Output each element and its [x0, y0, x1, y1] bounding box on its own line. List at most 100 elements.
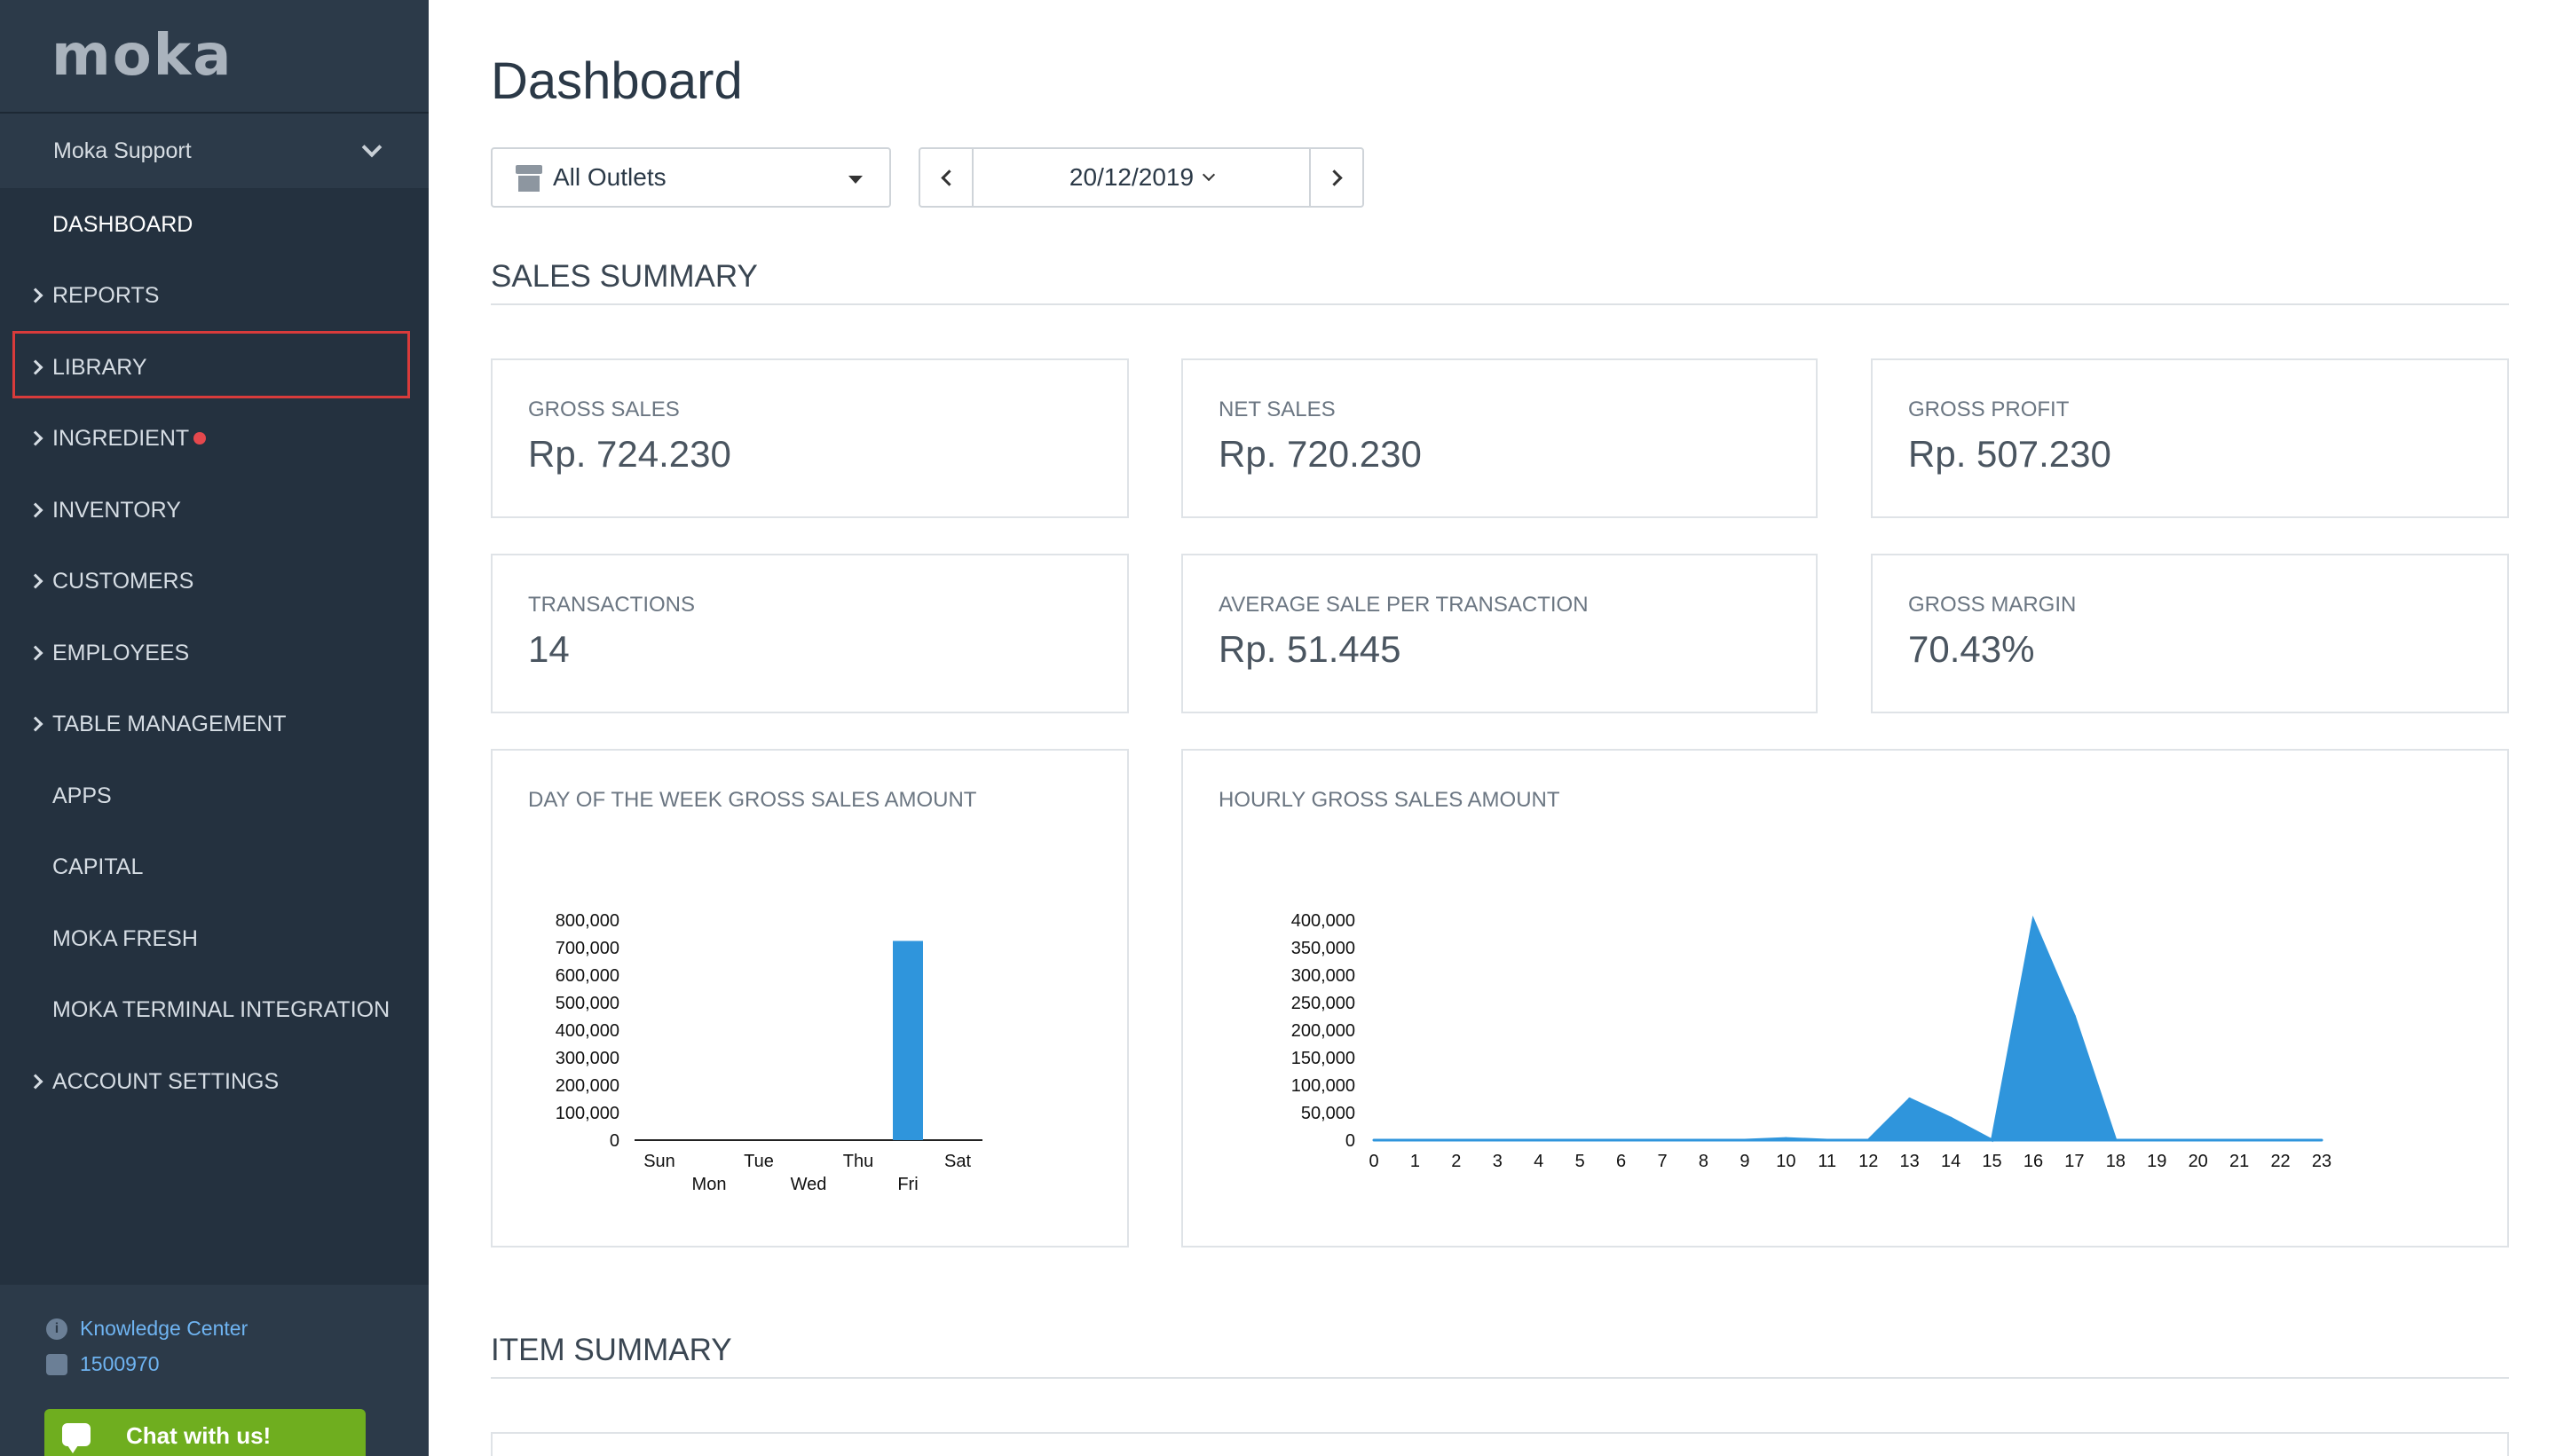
net-sales-label: NET SALES	[1219, 397, 1336, 421]
hour-point-0[interactable]	[1372, 1138, 1376, 1142]
y-tick-label: 500,000	[556, 994, 619, 1013]
net-sales-value: Rp. 720.230	[1219, 433, 1422, 475]
outlet-select[interactable]: All Outlets	[491, 147, 891, 208]
x-tick-label: 6	[1616, 1152, 1626, 1171]
y-tick-label: 700,000	[556, 939, 619, 958]
y-tick-label: 250,000	[1291, 994, 1355, 1013]
hour-point-4[interactable]	[1537, 1138, 1541, 1142]
hour-point-1[interactable]	[1413, 1138, 1416, 1142]
x-tick-label: 23	[2312, 1152, 2331, 1171]
hour-point-5[interactable]	[1578, 1138, 1582, 1142]
y-tick-label: 600,000	[556, 966, 619, 986]
sidebar-item-apps[interactable]: APPS	[0, 760, 429, 831]
moka-logo[interactable]: moka	[51, 23, 233, 89]
bar-fri[interactable]	[893, 940, 923, 1140]
date-picker: 20/12/2019	[919, 147, 1364, 208]
sidebar-item-table-management[interactable]: TABLE MANAGEMENT	[0, 689, 429, 759]
x-tick-label: 2	[1451, 1152, 1461, 1171]
hour-point-17[interactable]	[2072, 1015, 2076, 1018]
next-date-button[interactable]	[1309, 149, 1362, 206]
gross-margin-card: GROSS MARGIN 70.43%	[1871, 554, 2509, 713]
hour-point-7[interactable]	[1661, 1138, 1664, 1142]
x-tick-label: Thu	[843, 1152, 873, 1171]
account-name: Moka Support	[53, 138, 192, 163]
sidebar-item-label: CUSTOMERS	[52, 568, 194, 594]
hour-point-9[interactable]	[1743, 1138, 1747, 1142]
average-sale-per-transaction-value: Rp. 51.445	[1219, 628, 1401, 670]
sidebar-item-label: DASHBOARD	[52, 211, 193, 237]
logo-area: moka	[0, 0, 429, 114]
sidebar-item-employees[interactable]: EMPLOYEES	[0, 618, 429, 689]
hour-point-12[interactable]	[1866, 1138, 1870, 1142]
y-tick-label: 100,000	[1291, 1076, 1355, 1096]
hour-point-16[interactable]	[2031, 918, 2035, 922]
transactions-label: TRANSACTIONS	[528, 593, 696, 617]
hour-point-14[interactable]	[1949, 1116, 1952, 1120]
sidebar-item-moka-terminal-integration[interactable]: MOKA TERMINAL INTEGRATION	[0, 974, 429, 1045]
chevron-right-icon	[28, 430, 43, 446]
chat-button[interactable]: Chat with us!	[44, 1409, 366, 1456]
gross-margin-value: 70.43%	[1908, 628, 2035, 670]
chevron-right-icon	[28, 502, 43, 518]
sidebar-item-customers[interactable]: CUSTOMERS	[0, 546, 429, 617]
hour-point-2[interactable]	[1455, 1138, 1458, 1142]
phone-link[interactable]: 1500970	[46, 1352, 160, 1376]
hour-point-15[interactable]	[1991, 1138, 1994, 1142]
x-tick-label: 15	[1982, 1152, 2001, 1171]
transactions-card: TRANSACTIONS 14	[491, 554, 1129, 713]
hour-point-19[interactable]	[2155, 1138, 2158, 1142]
sidebar-item-moka-fresh[interactable]: MOKA FRESH	[0, 903, 429, 974]
hourly-sales-area[interactable]	[1374, 915, 2322, 1143]
hour-point-13[interactable]	[1908, 1098, 1912, 1100]
x-tick-label: 20	[2189, 1152, 2208, 1171]
hour-point-21[interactable]	[2237, 1138, 2241, 1142]
store-icon	[516, 165, 542, 192]
account-switcher[interactable]: Moka Support	[0, 114, 429, 188]
gross-margin-label: GROSS MARGIN	[1908, 593, 2077, 617]
y-tick-label: 400,000	[1291, 911, 1355, 931]
x-tick-label: 19	[2147, 1152, 2166, 1171]
knowledge-center-link[interactable]: i Knowledge Center	[46, 1317, 248, 1341]
sidebar-item-label: ACCOUNT SETTINGS	[52, 1068, 280, 1094]
x-tick-label: Fri	[897, 1175, 918, 1194]
hour-point-6[interactable]	[1620, 1138, 1623, 1142]
day-of-week-chart: 0 100,000 200,000 300,000 400,000 500,000 600,…	[556, 911, 982, 1194]
x-tick-label: 21	[2229, 1152, 2249, 1171]
sidebar-item-ingredient[interactable]: INGREDIENT	[0, 403, 429, 474]
hour-point-3[interactable]	[1495, 1138, 1499, 1142]
hourly-chart-card: HOURLY GROSS SALES AMOUNT 0 50,000 100,000…	[1181, 749, 2509, 1247]
y-tick-label: 0	[1345, 1131, 1355, 1151]
x-tick-label: 14	[1941, 1152, 1960, 1171]
gross-profit-label: GROSS PROFIT	[1908, 397, 2070, 421]
hour-point-20[interactable]	[2197, 1138, 2200, 1142]
hour-point-22[interactable]	[2279, 1138, 2283, 1142]
x-tick-label: Tue	[744, 1152, 774, 1171]
gross-profit-card: GROSS PROFIT Rp. 507.230	[1871, 358, 2509, 518]
x-tick-label: 7	[1657, 1152, 1667, 1171]
sidebar-item-account-settings[interactable]: ACCOUNT SETTINGS	[0, 1046, 429, 1117]
y-tick-label: 0	[610, 1131, 619, 1151]
section-divider	[491, 303, 2509, 305]
sidebar-item-reports[interactable]: REPORTS	[0, 260, 429, 331]
hour-point-10[interactable]	[1784, 1137, 1787, 1140]
transactions-value: 14	[528, 628, 570, 670]
hour-point-11[interactable]	[1826, 1138, 1829, 1142]
chevron-right-icon	[28, 287, 43, 303]
hour-point-18[interactable]	[2114, 1138, 2118, 1142]
previous-date-button[interactable]	[920, 149, 974, 206]
sidebar-item-library[interactable]: LIBRARY	[0, 332, 429, 403]
y-tick-label: 200,000	[1291, 1021, 1355, 1041]
y-tick-label: 200,000	[556, 1076, 619, 1096]
x-tick-label: 5	[1575, 1152, 1585, 1171]
sidebar-item-inventory[interactable]: INVENTORY	[0, 475, 429, 546]
sidebar-item-dashboard[interactable]: DASHBOARD	[0, 189, 429, 260]
page-title: Dashboard	[491, 52, 743, 110]
chevron-right-icon	[28, 573, 43, 589]
sidebar-item-label: REPORTS	[52, 282, 160, 308]
hour-point-23[interactable]	[2320, 1138, 2323, 1142]
sidebar-item-capital[interactable]: CAPITAL	[0, 831, 429, 902]
sidebar-item-label: EMPLOYEES	[52, 640, 190, 665]
hour-point-8[interactable]	[1701, 1138, 1705, 1142]
x-tick-label: 18	[2106, 1152, 2126, 1171]
date-dropdown[interactable]: 20/12/2019	[975, 149, 1307, 206]
